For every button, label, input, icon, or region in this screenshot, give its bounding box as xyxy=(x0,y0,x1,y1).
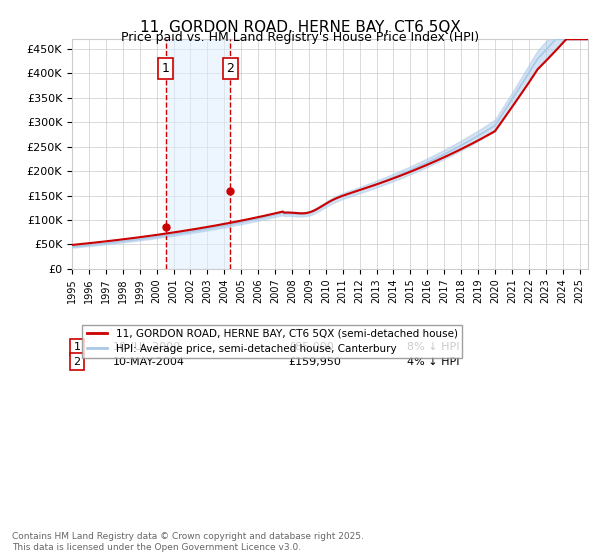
Text: 1: 1 xyxy=(74,342,80,352)
Text: £85,000: £85,000 xyxy=(289,342,334,352)
Legend: 11, GORDON ROAD, HERNE BAY, CT6 5QX (semi-detached house), HPI: Average price, s: 11, GORDON ROAD, HERNE BAY, CT6 5QX (sem… xyxy=(82,325,462,358)
Text: £159,950: £159,950 xyxy=(289,357,341,367)
Text: 10-MAY-2004: 10-MAY-2004 xyxy=(113,357,185,367)
Text: 11, GORDON ROAD, HERNE BAY, CT6 5QX: 11, GORDON ROAD, HERNE BAY, CT6 5QX xyxy=(140,20,460,35)
Text: 1: 1 xyxy=(161,62,169,75)
Text: 10-JUL-2000: 10-JUL-2000 xyxy=(113,342,181,352)
Text: 2: 2 xyxy=(226,62,234,75)
Text: Contains HM Land Registry data © Crown copyright and database right 2025.
This d: Contains HM Land Registry data © Crown c… xyxy=(12,532,364,552)
Text: 8% ↓ HPI: 8% ↓ HPI xyxy=(407,342,460,352)
Text: Price paid vs. HM Land Registry's House Price Index (HPI): Price paid vs. HM Land Registry's House … xyxy=(121,31,479,44)
Text: 2: 2 xyxy=(74,357,81,367)
Bar xyxy=(166,39,230,269)
Text: 4% ↓ HPI: 4% ↓ HPI xyxy=(407,357,460,367)
